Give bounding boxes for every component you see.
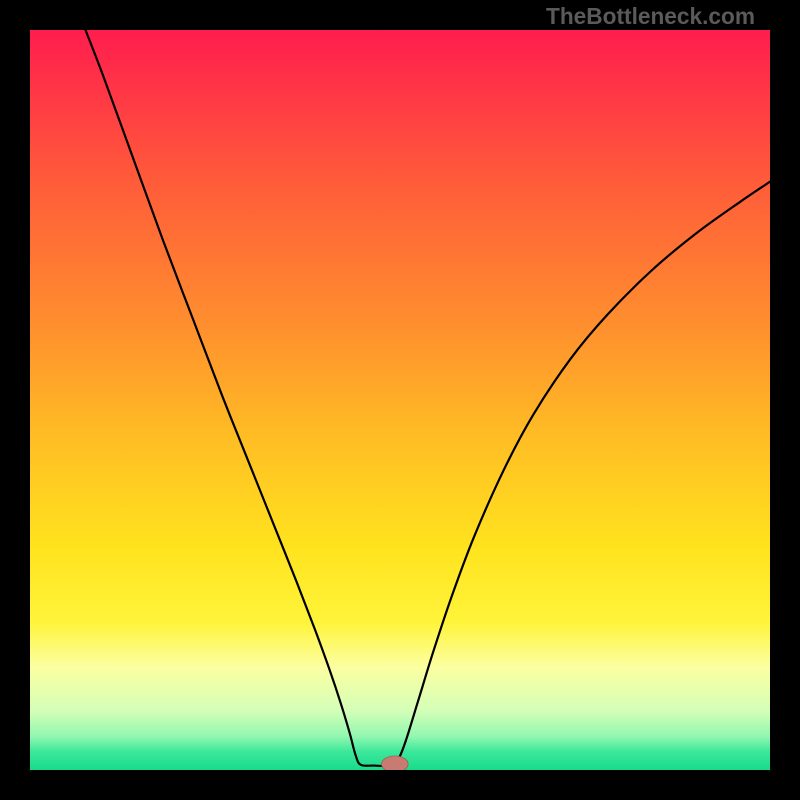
chart-frame [0, 0, 800, 800]
watermark-text: TheBottleneck.com [546, 3, 755, 30]
